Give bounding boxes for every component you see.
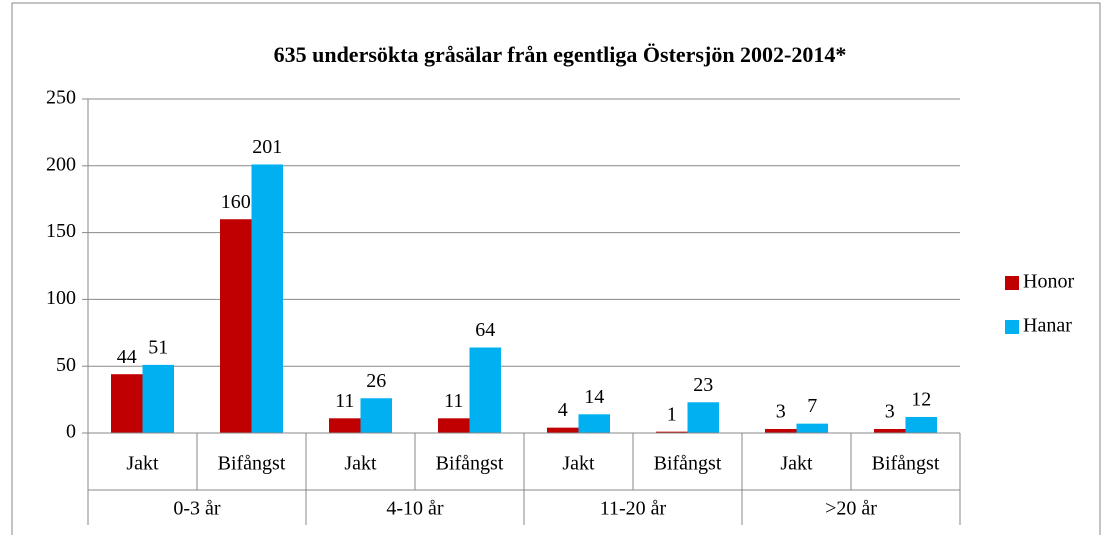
data-label: 3 xyxy=(776,401,786,423)
bar xyxy=(111,374,143,433)
x-tick-label: Jakt xyxy=(780,453,813,475)
data-label: 14 xyxy=(584,386,604,408)
legend-swatch xyxy=(1005,320,1019,334)
data-label: 1 xyxy=(667,403,677,425)
legend-label: Hanar xyxy=(1023,315,1072,337)
bar xyxy=(547,427,579,433)
x-tick-label: Bifångst xyxy=(436,453,504,475)
bar xyxy=(796,423,828,433)
data-label: 7 xyxy=(807,395,817,417)
x-tick-label: Bifångst xyxy=(872,453,940,475)
data-label: 12 xyxy=(911,389,931,411)
data-label: 160 xyxy=(221,191,251,213)
bar xyxy=(360,398,392,433)
bar xyxy=(687,402,719,433)
y-tick-label: 150 xyxy=(46,220,76,242)
bar xyxy=(142,364,174,433)
x-tick-label: Jakt xyxy=(562,453,595,475)
chart-title: 635 undersökta gråsälar från egentliga Ö… xyxy=(274,42,847,67)
data-label: 11 xyxy=(335,390,354,412)
bar xyxy=(469,347,501,433)
data-label: 11 xyxy=(444,390,463,412)
bar xyxy=(905,416,937,433)
bar xyxy=(251,164,283,434)
data-label: 44 xyxy=(117,346,137,368)
y-tick-label: 0 xyxy=(66,421,76,443)
group-label: 0-3 år xyxy=(173,498,221,520)
x-tick-label: Jakt xyxy=(126,453,159,475)
data-label: 26 xyxy=(366,370,386,392)
x-tick-label: Bifångst xyxy=(654,453,722,475)
bar xyxy=(578,414,610,433)
legend-label: Honor xyxy=(1023,271,1074,293)
bar xyxy=(438,418,470,433)
y-tick-label: 200 xyxy=(46,153,76,175)
data-label: 64 xyxy=(475,319,495,341)
group-label: 4-10 år xyxy=(386,498,444,520)
y-tick-label: 50 xyxy=(56,354,76,376)
data-label: 51 xyxy=(148,336,168,358)
y-tick-label: 250 xyxy=(46,87,76,109)
bar xyxy=(220,219,252,433)
bar xyxy=(656,431,688,433)
legend-swatch xyxy=(1005,276,1019,290)
x-tick-label: Jakt xyxy=(344,453,377,475)
data-label: 23 xyxy=(693,374,713,396)
chart-border xyxy=(11,2,1101,535)
bar xyxy=(329,418,361,433)
data-label: 3 xyxy=(885,401,895,423)
x-tick-label: Bifångst xyxy=(218,453,286,475)
data-label: 4 xyxy=(558,399,568,421)
group-label: 11-20 år xyxy=(600,498,667,520)
bar xyxy=(874,428,906,433)
data-label: 201 xyxy=(252,136,282,158)
group-label: >20 år xyxy=(825,498,877,520)
y-tick-label: 100 xyxy=(46,287,76,309)
bar xyxy=(765,428,797,433)
